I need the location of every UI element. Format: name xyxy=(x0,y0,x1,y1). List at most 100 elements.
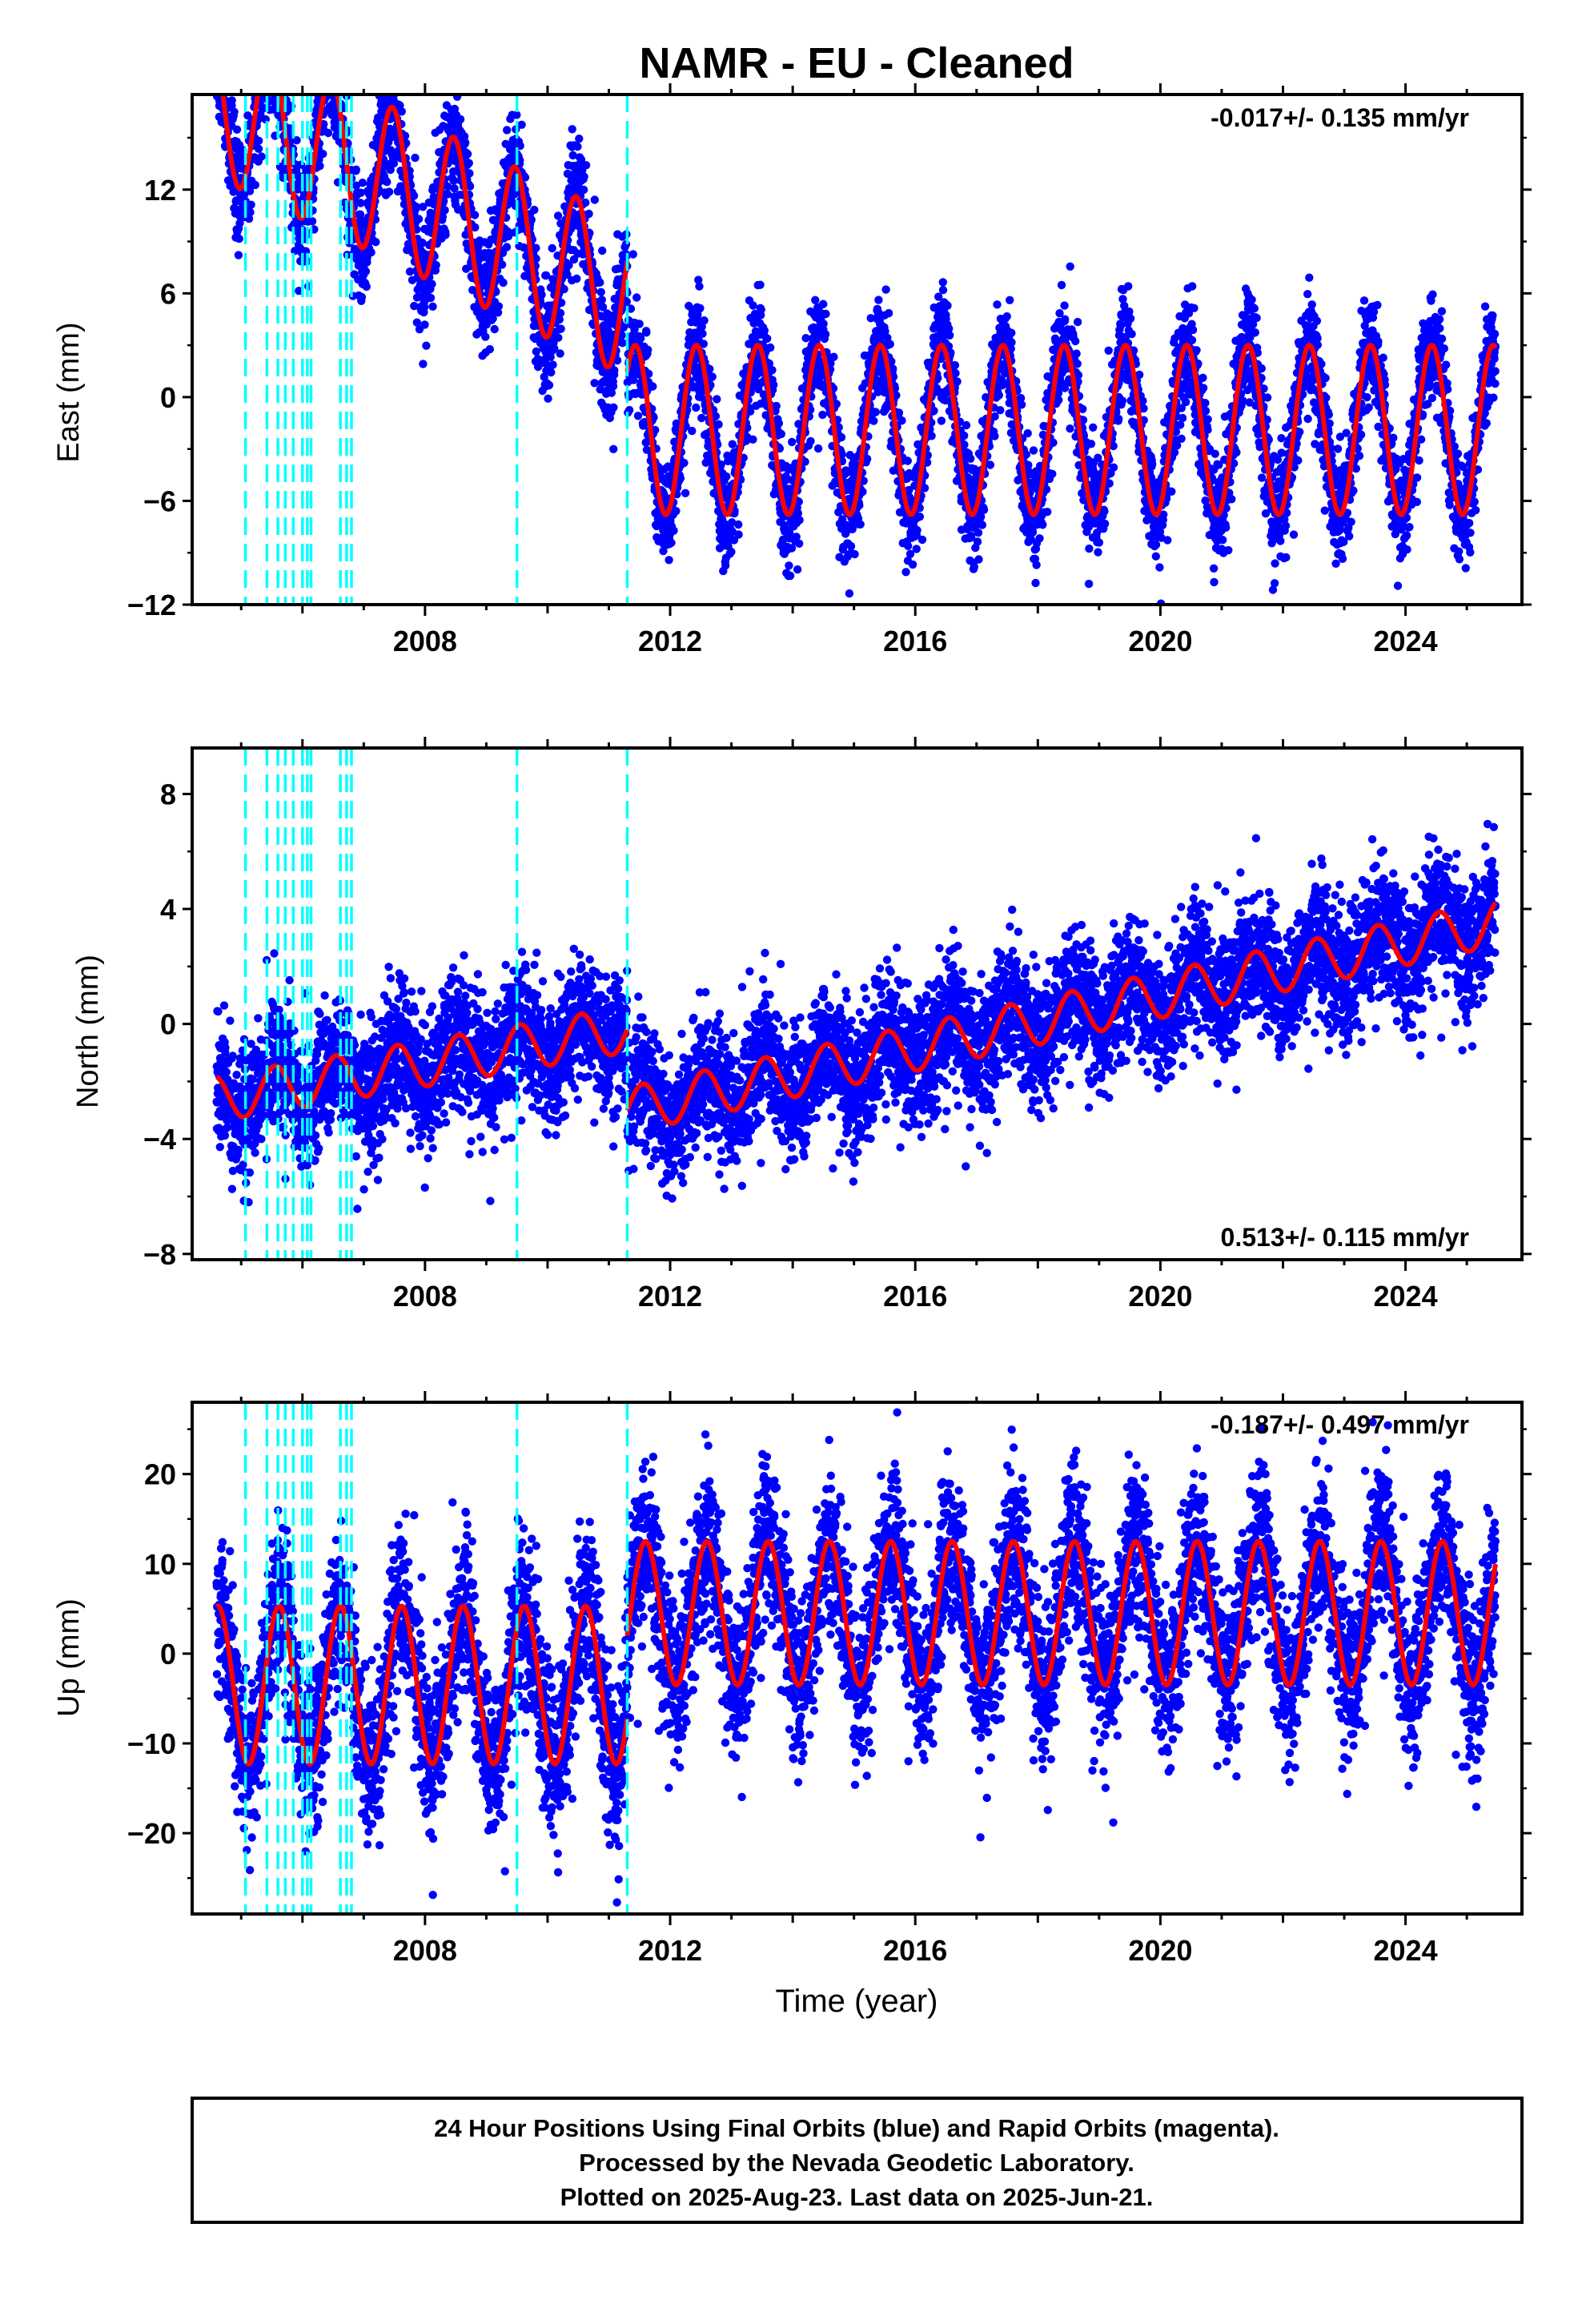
data-point xyxy=(246,207,255,217)
data-point xyxy=(692,403,701,412)
data-point xyxy=(1148,460,1157,468)
data-point xyxy=(757,305,765,314)
data-point xyxy=(850,549,859,559)
data-point xyxy=(813,444,823,453)
data-point xyxy=(351,181,361,190)
data-point xyxy=(1094,548,1102,557)
data-point xyxy=(461,139,470,147)
data-point xyxy=(1048,469,1057,478)
data-point xyxy=(414,215,424,223)
data-point xyxy=(1031,578,1040,588)
data-point xyxy=(580,172,588,181)
data-point xyxy=(1071,336,1080,346)
data-point xyxy=(696,304,705,313)
data-point xyxy=(597,296,606,304)
data-point xyxy=(680,458,689,468)
data-point xyxy=(681,489,690,497)
data-point xyxy=(722,472,731,481)
data-point xyxy=(350,244,359,253)
data-point xyxy=(874,296,883,304)
data-point xyxy=(426,293,436,303)
data-point xyxy=(837,432,846,442)
data-point xyxy=(688,426,697,436)
data-point xyxy=(970,562,979,572)
data-point xyxy=(819,320,828,328)
data-point xyxy=(547,368,556,377)
data-point xyxy=(978,521,987,529)
data-point xyxy=(1104,346,1113,355)
data-point xyxy=(411,153,420,163)
data-point xyxy=(618,339,627,348)
data-point xyxy=(1094,538,1104,547)
data-point xyxy=(821,330,830,339)
data-point xyxy=(356,199,365,207)
data-point xyxy=(1002,312,1011,321)
data-point xyxy=(367,248,375,257)
east-plot-area xyxy=(213,94,1500,605)
data-point xyxy=(432,260,440,270)
data-point xyxy=(993,300,1002,309)
data-point xyxy=(1066,262,1074,271)
data-point xyxy=(1124,282,1133,291)
data-point xyxy=(769,380,778,389)
data-point xyxy=(1125,307,1134,316)
data-point xyxy=(915,513,925,521)
data-point xyxy=(897,416,906,425)
data-point xyxy=(609,444,618,453)
east-panel: -0.017+/- 0.135 mm/yr East (mm) −12−6061… xyxy=(52,83,1532,657)
data-point xyxy=(463,150,472,159)
data-point xyxy=(768,366,777,375)
data-point xyxy=(979,505,989,514)
data-point xyxy=(1066,424,1074,433)
data-point xyxy=(581,161,591,170)
data-point xyxy=(556,324,565,333)
data-point xyxy=(232,125,242,134)
data-point xyxy=(818,410,827,420)
data-point xyxy=(323,128,333,138)
data-point xyxy=(667,538,676,547)
data-point xyxy=(553,211,563,220)
data-point xyxy=(795,516,804,525)
data-point xyxy=(548,243,556,253)
data-point xyxy=(1109,463,1118,472)
data-point xyxy=(438,212,448,221)
data-point xyxy=(966,454,975,463)
data-point xyxy=(598,246,607,255)
data-point xyxy=(247,200,255,209)
data-point xyxy=(777,429,785,439)
data-point xyxy=(420,303,429,312)
data-point xyxy=(428,183,438,192)
data-point xyxy=(974,555,983,564)
data-point xyxy=(358,179,367,187)
data-point xyxy=(937,416,946,425)
data-point xyxy=(420,320,429,329)
data-point xyxy=(763,334,772,343)
data-point xyxy=(700,316,709,325)
data-point xyxy=(383,178,391,187)
data-point xyxy=(1060,301,1069,310)
data-point xyxy=(405,267,415,276)
data-point xyxy=(734,530,743,539)
data-point xyxy=(485,344,494,354)
data-point xyxy=(708,372,717,381)
data-point xyxy=(727,547,736,557)
data-point xyxy=(530,205,539,215)
data-point xyxy=(568,125,576,134)
data-point xyxy=(573,142,582,151)
data-point xyxy=(470,211,480,219)
data-point xyxy=(734,520,743,529)
data-point xyxy=(608,382,618,391)
data-point xyxy=(371,238,380,247)
data-point xyxy=(908,560,917,569)
data-point xyxy=(793,565,802,574)
data-point xyxy=(443,190,452,199)
data-point xyxy=(829,352,838,361)
data-point xyxy=(913,526,921,535)
data-point xyxy=(1100,507,1109,516)
data-point xyxy=(788,437,797,447)
data-point xyxy=(785,561,793,570)
data-point xyxy=(460,132,469,141)
data-point xyxy=(903,456,913,465)
data-point xyxy=(502,243,512,251)
data-point xyxy=(544,380,554,390)
